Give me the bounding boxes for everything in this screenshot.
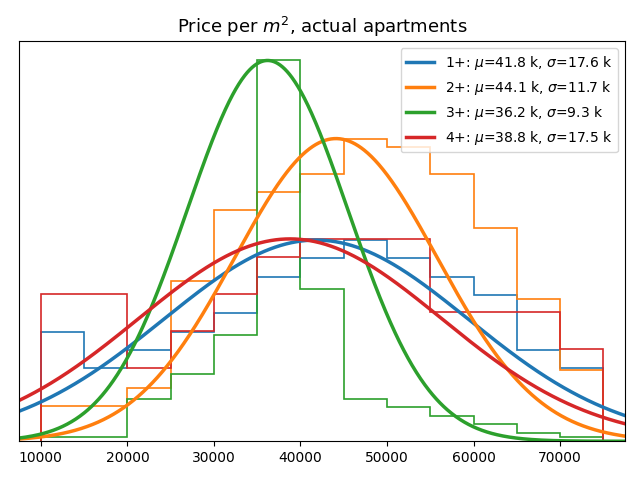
3+: $\mu$=36.2 k, $\sigma$=9.3 k: (1.46e+04, 2.93e-06): $\mu$=36.2 k, $\sigma$=9.3 k: (1.46e+04,… bbox=[77, 412, 85, 418]
Line: 3+: $\mu$=36.2 k, $\sigma$=9.3 k: 3+: $\mu$=36.2 k, $\sigma$=9.3 k bbox=[19, 60, 625, 441]
4+: $\mu$=38.8 k, $\sigma$=17.5 k: (3.88e+04, 2.28e-05): $\mu$=38.8 k, $\sigma$=17.5 k: (3.88e+04… bbox=[287, 236, 294, 242]
1+: $\mu$=41.8 k, $\sigma$=17.6 k: (6.34e+04, 1.07e-05): $\mu$=41.8 k, $\sigma$=17.6 k: (6.34e+04… bbox=[499, 344, 507, 349]
2+: $\mu$=44.1 k, $\sigma$=11.7 k: (6.34e+04, 8.73e-06): $\mu$=44.1 k, $\sigma$=11.7 k: (6.34e+04… bbox=[499, 361, 507, 367]
4+: $\mu$=38.8 k, $\sigma$=17.5 k: (7.75e+04, 1.98e-06): $\mu$=38.8 k, $\sigma$=17.5 k: (7.75e+04… bbox=[621, 421, 629, 427]
3+: $\mu$=36.2 k, $\sigma$=9.3 k: (6.22e+04, 8.73e-07): $\mu$=36.2 k, $\sigma$=9.3 k: (6.22e+04,… bbox=[488, 431, 496, 436]
4+: $\mu$=38.8 k, $\sigma$=17.5 k: (1.46e+04, 8.8e-06): $\mu$=38.8 k, $\sigma$=17.5 k: (1.46e+04… bbox=[77, 360, 85, 366]
1+: $\mu$=41.8 k, $\sigma$=17.6 k: (7.5e+03, 3.39e-06): $\mu$=41.8 k, $\sigma$=17.6 k: (7.5e+03,… bbox=[15, 408, 23, 414]
1+: $\mu$=41.8 k, $\sigma$=17.6 k: (3.58e+04, 2.14e-05): $\mu$=41.8 k, $\sigma$=17.6 k: (3.58e+04… bbox=[260, 249, 268, 254]
1+: $\mu$=41.8 k, $\sigma$=17.6 k: (3.83e+04, 2.22e-05): $\mu$=41.8 k, $\sigma$=17.6 k: (3.83e+04… bbox=[282, 241, 290, 247]
2+: $\mu$=44.1 k, $\sigma$=11.7 k: (3.83e+04, 3.02e-05): $\mu$=44.1 k, $\sigma$=11.7 k: (3.83e+04… bbox=[282, 170, 290, 176]
1+: $\mu$=41.8 k, $\sigma$=17.6 k: (5.56e+04, 1.66e-05): $\mu$=41.8 k, $\sigma$=17.6 k: (5.56e+04… bbox=[432, 291, 440, 297]
3+: $\mu$=36.2 k, $\sigma$=9.3 k: (3.84e+04, 4.17e-05): $\mu$=36.2 k, $\sigma$=9.3 k: (3.84e+04,… bbox=[283, 68, 291, 74]
4+: $\mu$=38.8 k, $\sigma$=17.5 k: (5.56e+04, 1.43e-05): $\mu$=38.8 k, $\sigma$=17.5 k: (5.56e+04… bbox=[432, 311, 440, 317]
2+: $\mu$=44.1 k, $\sigma$=11.7 k: (7.5e+03, 2.56e-07): $\mu$=44.1 k, $\sigma$=11.7 k: (7.5e+03,… bbox=[15, 436, 23, 442]
1+: $\mu$=41.8 k, $\sigma$=17.6 k: (7.75e+04, 2.9e-06): $\mu$=41.8 k, $\sigma$=17.6 k: (7.75e+04… bbox=[621, 413, 629, 419]
Title: Price per $m^2$, actual apartments: Price per $m^2$, actual apartments bbox=[177, 15, 467, 39]
3+: $\mu$=36.2 k, $\sigma$=9.3 k: (5.56e+04, 4.83e-06): $\mu$=36.2 k, $\sigma$=9.3 k: (5.56e+04,… bbox=[432, 396, 440, 401]
1+: $\mu$=41.8 k, $\sigma$=17.6 k: (4.18e+04, 2.27e-05): $\mu$=41.8 k, $\sigma$=17.6 k: (4.18e+04… bbox=[312, 237, 320, 243]
2+: $\mu$=44.1 k, $\sigma$=11.7 k: (4.41e+04, 3.41e-05): $\mu$=44.1 k, $\sigma$=11.7 k: (4.41e+04… bbox=[332, 136, 340, 142]
Line: 4+: $\mu$=38.8 k, $\sigma$=17.5 k: 4+: $\mu$=38.8 k, $\sigma$=17.5 k bbox=[19, 239, 625, 424]
2+: $\mu$=44.1 k, $\sigma$=11.7 k: (1.46e+04, 1.43e-06): $\mu$=44.1 k, $\sigma$=11.7 k: (1.46e+04… bbox=[77, 426, 85, 432]
2+: $\mu$=44.1 k, $\sigma$=11.7 k: (6.22e+04, 1.04e-05): $\mu$=44.1 k, $\sigma$=11.7 k: (6.22e+04… bbox=[488, 347, 496, 352]
3+: $\mu$=36.2 k, $\sigma$=9.3 k: (7.75e+04, 2.24e-09): $\mu$=36.2 k, $\sigma$=9.3 k: (7.75e+04,… bbox=[621, 438, 629, 444]
3+: $\mu$=36.2 k, $\sigma$=9.3 k: (7.5e+03, 3.67e-07): $\mu$=36.2 k, $\sigma$=9.3 k: (7.5e+03, … bbox=[15, 435, 23, 441]
2+: $\mu$=44.1 k, $\sigma$=11.7 k: (3.58e+04, 2.65e-05): $\mu$=44.1 k, $\sigma$=11.7 k: (3.58e+04… bbox=[260, 203, 268, 209]
4+: $\mu$=38.8 k, $\sigma$=17.5 k: (7.5e+03, 4.6e-06): $\mu$=38.8 k, $\sigma$=17.5 k: (7.5e+03,… bbox=[15, 397, 23, 403]
3+: $\mu$=36.2 k, $\sigma$=9.3 k: (3.58e+04, 4.29e-05): $\mu$=36.2 k, $\sigma$=9.3 k: (3.58e+04,… bbox=[260, 58, 268, 64]
3+: $\mu$=36.2 k, $\sigma$=9.3 k: (6.34e+04, 5.93e-07): $\mu$=36.2 k, $\sigma$=9.3 k: (6.34e+04,… bbox=[499, 433, 507, 439]
2+: $\mu$=44.1 k, $\sigma$=11.7 k: (7.75e+04, 5.8e-07): $\mu$=44.1 k, $\sigma$=11.7 k: (7.75e+04… bbox=[621, 433, 629, 439]
2+: $\mu$=44.1 k, $\sigma$=11.7 k: (5.56e+04, 2.1e-05): $\mu$=44.1 k, $\sigma$=11.7 k: (5.56e+04… bbox=[432, 252, 440, 258]
1+: $\mu$=41.8 k, $\sigma$=17.6 k: (6.22e+04, 1.16e-05): $\mu$=41.8 k, $\sigma$=17.6 k: (6.22e+04… bbox=[488, 336, 496, 341]
1+: $\mu$=41.8 k, $\sigma$=17.6 k: (1.46e+04, 6.9e-06): $\mu$=41.8 k, $\sigma$=17.6 k: (1.46e+04… bbox=[77, 377, 85, 383]
4+: $\mu$=38.8 k, $\sigma$=17.5 k: (3.58e+04, 2.25e-05): $\mu$=38.8 k, $\sigma$=17.5 k: (3.58e+04… bbox=[260, 239, 268, 245]
4+: $\mu$=38.8 k, $\sigma$=17.5 k: (3.83e+04, 2.28e-05): $\mu$=38.8 k, $\sigma$=17.5 k: (3.83e+04… bbox=[282, 236, 290, 242]
3+: $\mu$=36.2 k, $\sigma$=9.3 k: (3.62e+04, 4.29e-05): $\mu$=36.2 k, $\sigma$=9.3 k: (3.62e+04,… bbox=[264, 58, 272, 63]
4+: $\mu$=38.8 k, $\sigma$=17.5 k: (6.22e+04, 9.36e-06): $\mu$=38.8 k, $\sigma$=17.5 k: (6.22e+04… bbox=[488, 355, 496, 361]
Line: 2+: $\mu$=44.1 k, $\sigma$=11.7 k: 2+: $\mu$=44.1 k, $\sigma$=11.7 k bbox=[19, 139, 625, 439]
Legend: 1+: $\mu$=41.8 k, $\sigma$=17.6 k, 2+: $\mu$=44.1 k, $\sigma$=11.7 k, 3+: $\mu$=: 1+: $\mu$=41.8 k, $\sigma$=17.6 k, 2+: $… bbox=[401, 48, 618, 152]
Line: 1+: $\mu$=41.8 k, $\sigma$=17.6 k: 1+: $\mu$=41.8 k, $\sigma$=17.6 k bbox=[19, 240, 625, 416]
4+: $\mu$=38.8 k, $\sigma$=17.5 k: (6.34e+04, 8.48e-06): $\mu$=38.8 k, $\sigma$=17.5 k: (6.34e+04… bbox=[499, 363, 507, 369]
